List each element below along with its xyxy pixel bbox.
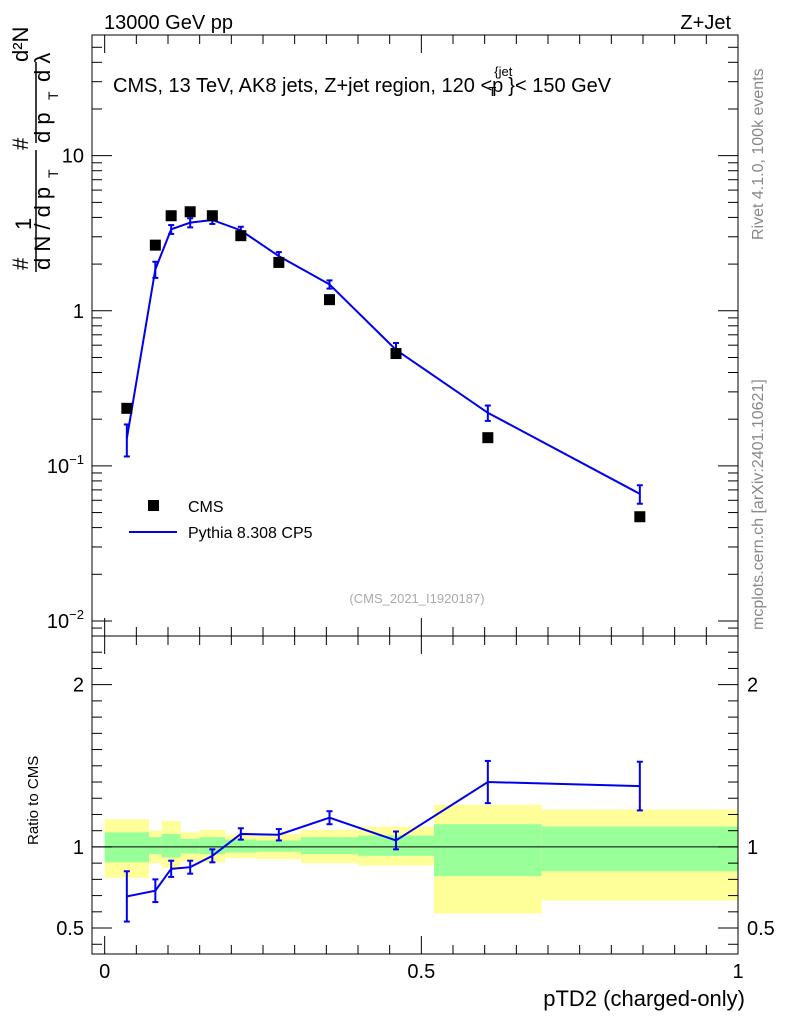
legend-pythia-label: Pythia 8.308 CP5: [188, 525, 313, 542]
plot-title: CMS, 13 TeV, AK8 jets, Z+jet region, 120…: [113, 64, 612, 99]
y-tick-base: 10: [47, 456, 69, 478]
ratio-band-inner: [180, 838, 200, 854]
main-y-ticks: [92, 34, 738, 637]
analysis-watermark: (CMS_2021_I1920187): [349, 591, 484, 606]
ratio-band-inner: [301, 837, 358, 855]
ratio-y-tick-label-right: 0.5: [747, 918, 775, 940]
y-tick-base: 10: [47, 611, 69, 633]
main-x-ticks: [104, 35, 739, 636]
main-frame: [91, 34, 739, 637]
plot-title-main: CMS, 13 TeV, AK8 jets, Z+jet region, 120…: [113, 75, 503, 97]
cms-data-point: [324, 294, 335, 306]
ratio-y-ticks: [92, 651, 738, 945]
x-tick-label: 0: [99, 961, 110, 983]
ratio-y-tick-label-right: 2: [747, 675, 758, 697]
y-tick-exponent: −2: [69, 607, 84, 622]
ratio-band-inner: [149, 837, 162, 855]
plot-title-sup: {jet: [494, 64, 512, 79]
x-axis-label: pTD2 (charged-only): [543, 986, 745, 1011]
legend-cms-marker: [148, 500, 159, 511]
plot-title-tail: }< 150 GeV: [508, 75, 612, 97]
cms-data-point: [184, 206, 196, 218]
y-label-dN: d N / d p: [30, 187, 55, 270]
ratio-panel: 0.5 0.51 12 2 0 0.5 1: [56, 635, 775, 983]
ratio-y-tick-label-left: 0.5: [56, 918, 84, 940]
ratio-mc-series: [123, 759, 643, 923]
y-label-hash-1: #: [8, 257, 33, 270]
y-label-one: 1: [11, 218, 36, 230]
ratio-y-tick-label-right: 1: [747, 837, 758, 859]
x-tick-label: 1: [732, 961, 743, 983]
cms-data-point: [235, 230, 247, 242]
ratio-y-tick-label-left: 1: [73, 837, 84, 859]
legend: CMS Pythia 8.308 CP5: [129, 499, 313, 542]
ratio-x-ticks: [104, 636, 739, 954]
cms-data-point: [634, 511, 646, 523]
cms-data-point: [273, 256, 285, 268]
mcplots-label: mcplots.cern.ch [arXiv:2401.10621]: [750, 379, 767, 630]
y-label-T-sub-1: T: [45, 169, 61, 178]
header-left-label: 13000 GeV pp: [104, 12, 233, 34]
ratio-x-tick-labels: 0 0.5 1: [99, 961, 743, 983]
ratio-band-inner: [225, 839, 257, 853]
ratio-band-inner: [541, 826, 738, 872]
y-label-dlambda: d λ: [30, 53, 55, 82]
y-label-dp: d p: [30, 112, 55, 143]
main-y-tick-label: 10: [62, 146, 84, 168]
mc-line: [125, 218, 641, 495]
cms-data-point: [390, 348, 402, 360]
ratio-y-tick-label-left: 2: [73, 675, 84, 697]
ratio-frame: [91, 635, 739, 955]
mc-series: [123, 215, 643, 505]
main-y-tick-label: 10−2: [47, 607, 84, 633]
cms-data-point: [206, 210, 218, 222]
header-right-label: Z+Jet: [680, 12, 731, 34]
cms-data-point: [165, 210, 177, 222]
plot-title-sub: T: [488, 84, 496, 99]
legend-cms-label: CMS: [188, 499, 224, 516]
y-label-d2N: d²N: [8, 27, 33, 62]
ratio-y-axis-label: Ratio to CMS: [25, 756, 42, 845]
ratio-band-inner: [161, 833, 181, 858]
cms-data-point: [121, 402, 133, 414]
main-y-axis-label: # 1 d N / d p T # d²N d p T d λ: [8, 27, 61, 272]
ratio-uncertainty-bands: [104, 804, 738, 914]
main-y-tick-label: 10−1: [47, 452, 84, 478]
ratio-y-tick-labels: 0.5 0.5 1 1 2 2: [56, 675, 775, 940]
cms-data-point: [482, 432, 494, 444]
x-tick-label: 0.5: [407, 961, 435, 983]
y-tick-exponent: −1: [69, 452, 84, 467]
ratio-band-inner: [434, 824, 542, 877]
y-label-hash-2: #: [8, 137, 33, 150]
cms-data-point: [149, 239, 161, 251]
y-label-T-sub-2: T: [45, 91, 61, 100]
rivet-label: Rivet 4.1.0, 100k events: [750, 68, 767, 240]
data-series: [121, 206, 646, 523]
ratio-band-inner: [256, 840, 301, 852]
main-y-tick-label: 1: [73, 301, 84, 323]
